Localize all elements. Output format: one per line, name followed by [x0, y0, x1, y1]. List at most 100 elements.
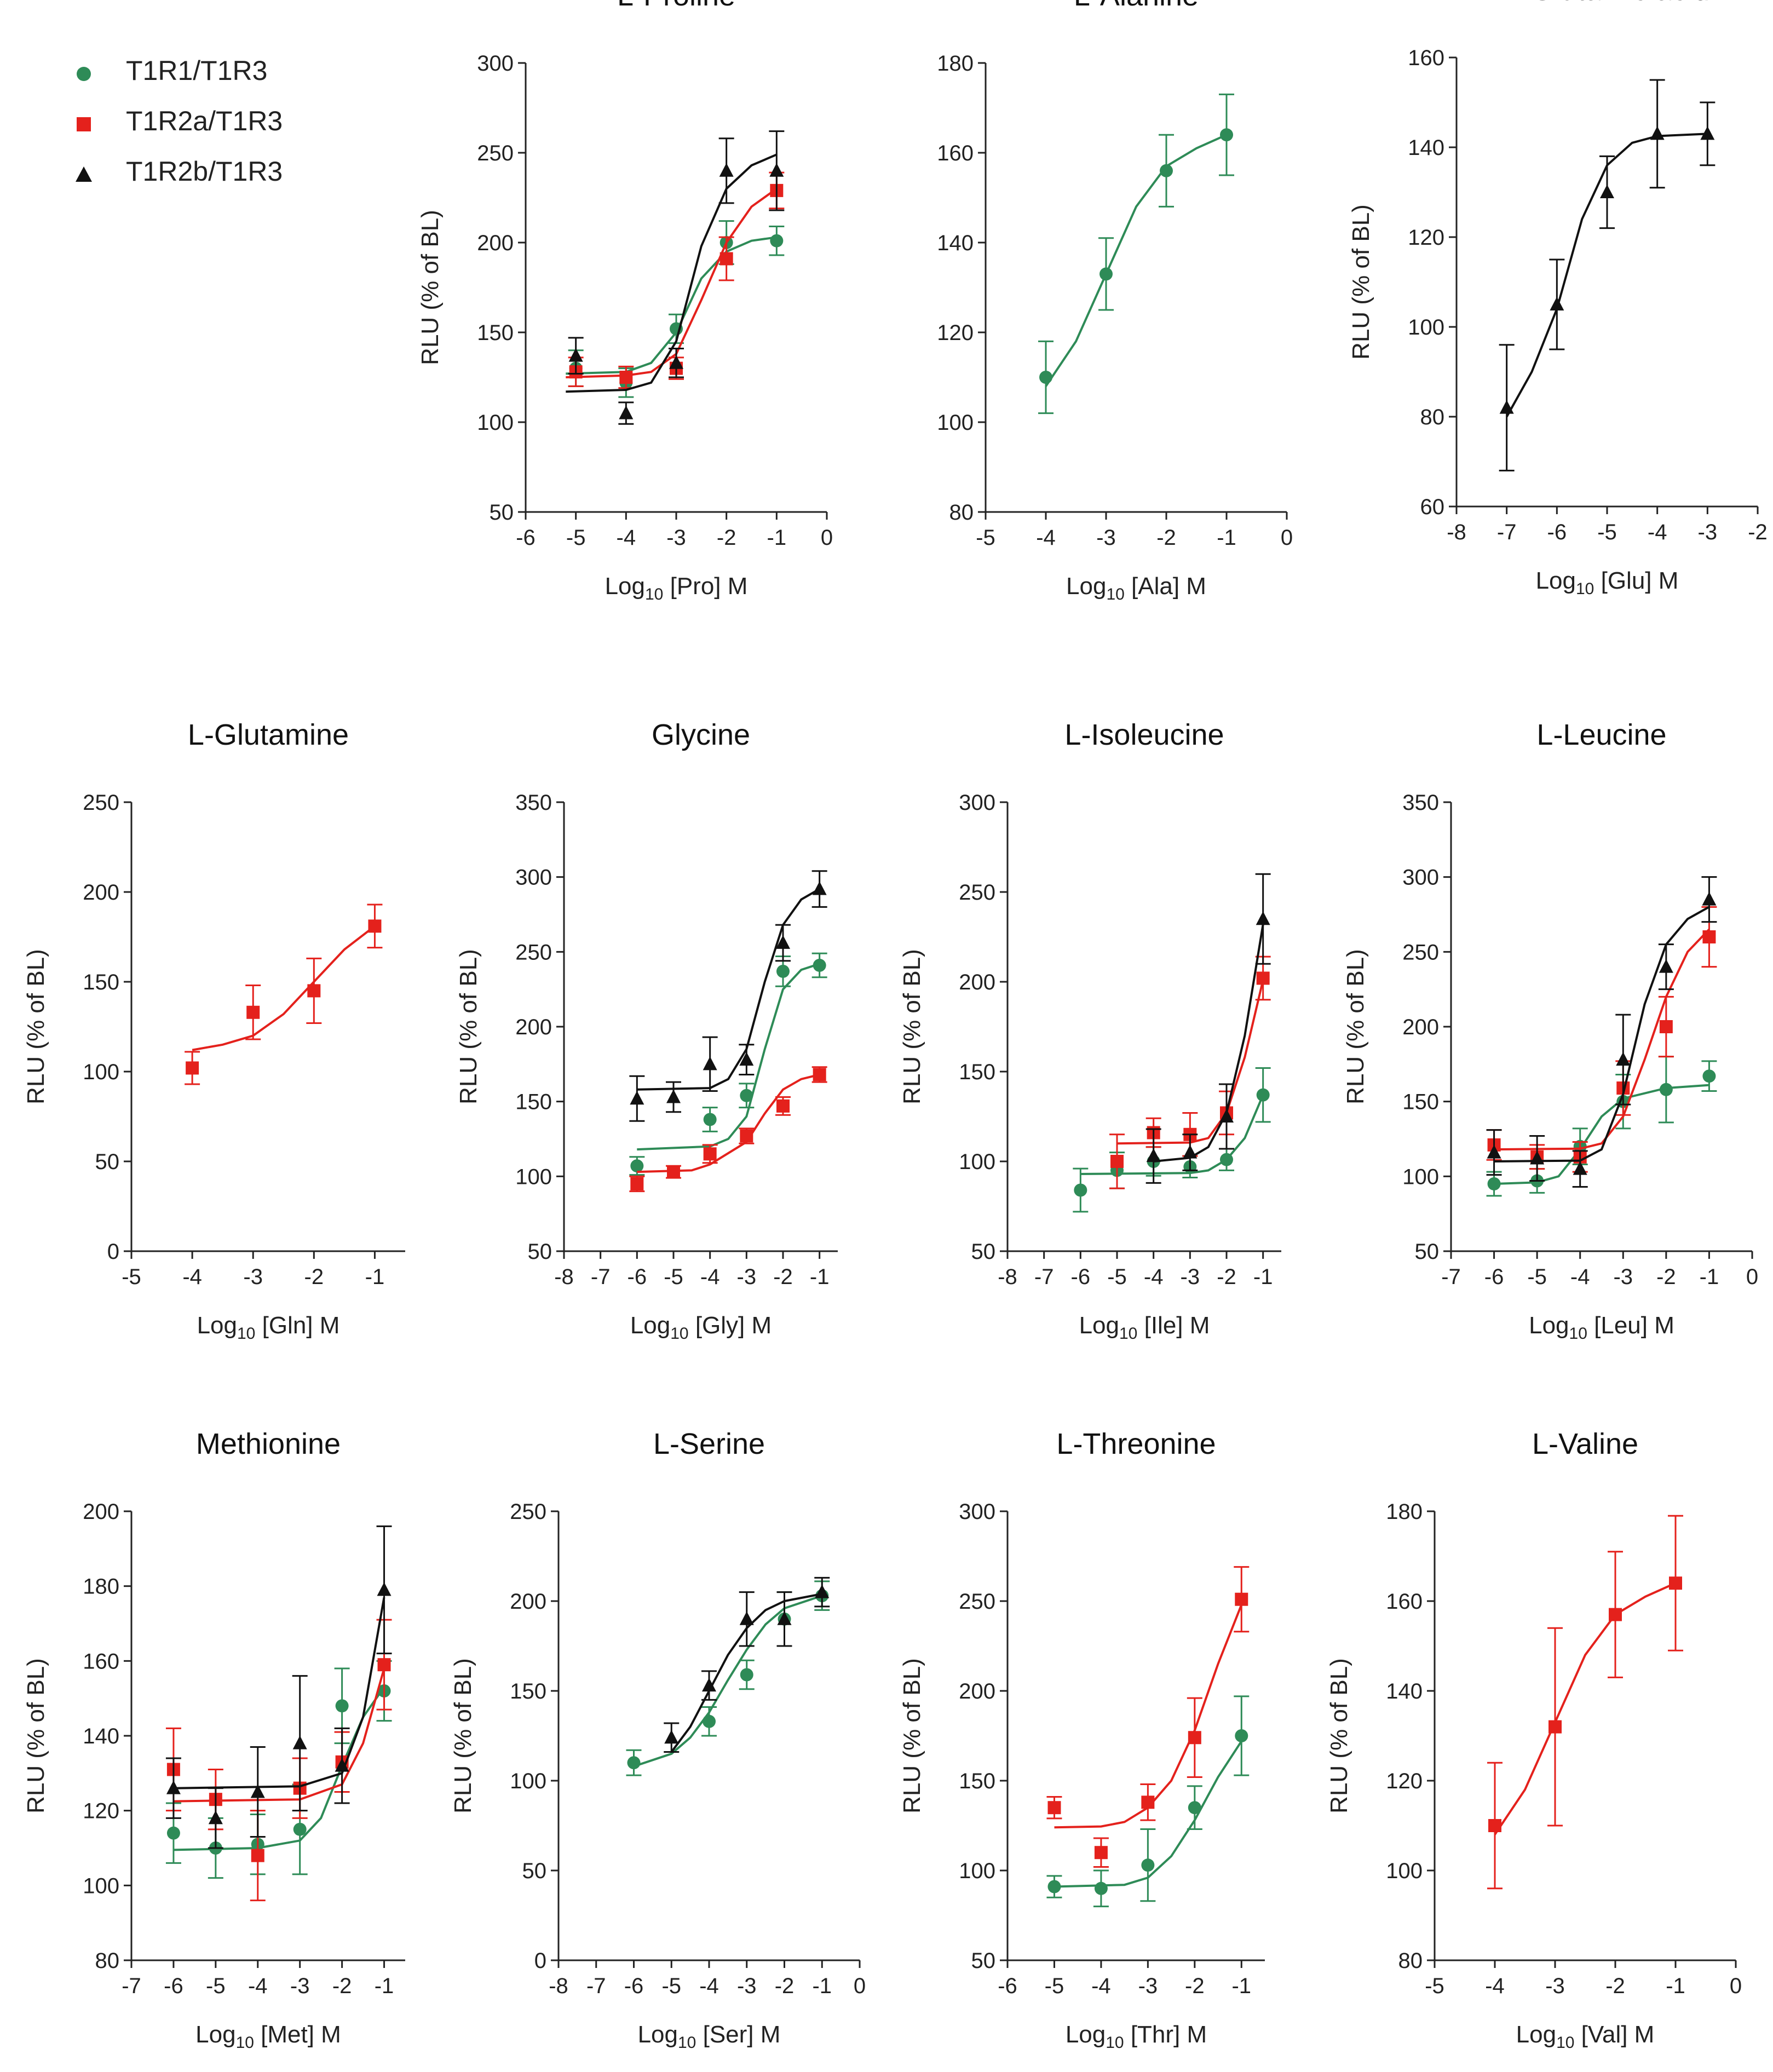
- data-point: [1487, 1177, 1501, 1190]
- y-tick-label: 100: [959, 1150, 995, 1174]
- series-t1r2a: [629, 1066, 827, 1193]
- x-tick-label: -1: [810, 1265, 830, 1289]
- x-tick-label: -6: [164, 1974, 183, 1998]
- y-tick-label: 200: [959, 970, 995, 994]
- data-point: [1100, 267, 1113, 281]
- x-tick-label: -8: [549, 1974, 568, 1998]
- data-point: [1659, 1020, 1673, 1033]
- x-tick-label: -4: [1648, 520, 1667, 544]
- data-point: [719, 252, 733, 266]
- data-point: [1256, 971, 1270, 985]
- data-point: [1700, 126, 1715, 140]
- fit-curve: [1494, 1582, 1676, 1835]
- fit-curve: [1054, 1740, 1242, 1888]
- x-tick-label: -4: [1144, 1265, 1164, 1289]
- y-tick-label: 300: [1402, 866, 1439, 890]
- y-tick-label: 100: [1402, 1165, 1439, 1189]
- y-tick-label: 150: [477, 321, 514, 345]
- x-tick-label: -3: [737, 1265, 757, 1289]
- y-tick-label: 80: [949, 500, 974, 525]
- fit-curve: [192, 925, 376, 1051]
- black-triangle-marker: [76, 166, 92, 182]
- y-tick-label: 50: [95, 1150, 120, 1174]
- fit-curve: [1494, 906, 1710, 1162]
- x-tick-label: -5: [661, 1974, 681, 1998]
- y-tick-label: 200: [1402, 1015, 1439, 1039]
- chart-l-alanine: L-Alanine 80 100 120 140 160 180 -5 -4 -3 -2 -1 0 Log…: [937, 0, 1293, 603]
- series-t1r1: [1046, 1695, 1250, 1908]
- y-tick-label: 50: [490, 500, 514, 525]
- y-tick-label: 60: [1420, 495, 1445, 519]
- chart-title: Glycine: [652, 718, 750, 751]
- data-point: [1047, 1880, 1061, 1893]
- y-tick-label: 200: [83, 880, 119, 905]
- y-tick-label: 160: [1408, 46, 1444, 70]
- data-point: [769, 163, 784, 177]
- y-tick-label: 120: [1408, 226, 1444, 250]
- fit-curve: [173, 1668, 385, 1803]
- data-point: [770, 234, 784, 248]
- x-tick-label: -1: [1700, 1265, 1719, 1289]
- x-tick-label: -4: [1091, 1974, 1111, 1998]
- data-point: [703, 1056, 717, 1070]
- x-tick-label: -5: [664, 1265, 683, 1289]
- data-point: [1702, 891, 1717, 906]
- data-point: [1188, 1801, 1201, 1815]
- data-point: [1669, 1576, 1682, 1590]
- x-tick-label: -3: [290, 1974, 310, 1998]
- y-tick-label: 250: [510, 1500, 546, 1524]
- x-tick-label: -3: [666, 526, 686, 550]
- data-point: [1235, 1729, 1248, 1742]
- x-tick-label: 0: [1281, 526, 1293, 550]
- data-point: [669, 355, 683, 369]
- x-axis-label: Log10 [Thr] M: [1066, 2021, 1207, 2052]
- chart-l-serine: L-Serine 0 50 100 150 200 250 -8 -7 -6 -5 -4 -3 -2 -1 0…: [450, 1428, 866, 2052]
- x-axis-label: Log10 [Val] M: [1516, 2021, 1655, 2052]
- chart-title: L-Alanine: [1074, 0, 1199, 12]
- x-axis-label: Log10 [Ile] M: [1079, 1312, 1210, 1343]
- data-point: [307, 984, 321, 998]
- chart-l-valine: L-Valine 80 100 120 140 160 180 -5 -4 -3 -2 -1 0 Log1…: [1326, 1428, 1742, 2052]
- x-tick-label: -1: [375, 1974, 394, 1998]
- fit-curve: [566, 153, 778, 393]
- fit-curve: [637, 1073, 820, 1173]
- y-tick-label: 180: [1386, 1500, 1423, 1524]
- y-tick-label: 250: [515, 940, 552, 964]
- data-point: [1183, 1144, 1198, 1159]
- y-tick-label: 50: [528, 1240, 552, 1264]
- x-tick-label: -2: [717, 526, 736, 550]
- y-tick-label: 200: [510, 1590, 546, 1614]
- series-t1r2b: [1145, 873, 1271, 1184]
- y-tick-label: 150: [83, 970, 119, 994]
- series-t1r1: [629, 952, 827, 1176]
- data-point: [1220, 1153, 1233, 1166]
- data-point: [1659, 1083, 1673, 1096]
- x-tick-label: -1: [1217, 526, 1236, 550]
- y-tick-label: 140: [83, 1724, 119, 1748]
- x-tick-label: -6: [516, 526, 536, 550]
- y-tick-label: 100: [959, 1859, 995, 1883]
- series-t1r2a: [1486, 906, 1717, 1173]
- data-point: [630, 1091, 644, 1105]
- data-point: [703, 1714, 716, 1728]
- data-point: [1160, 164, 1173, 177]
- data-point: [627, 1756, 641, 1770]
- data-point: [776, 935, 790, 949]
- x-tick-label: 0: [1730, 1974, 1742, 1998]
- data-point: [1702, 930, 1716, 943]
- x-tick-label: -5: [206, 1974, 226, 1998]
- x-tick-label: -3: [1698, 520, 1718, 544]
- data-point: [1530, 1150, 1545, 1165]
- x-tick-label: -5: [1107, 1265, 1127, 1289]
- series-t1r1: [1038, 93, 1234, 415]
- x-tick-label: -7: [586, 1974, 606, 1998]
- y-tick-label: 100: [83, 1060, 119, 1084]
- data-point: [740, 1668, 753, 1682]
- fit-curve: [566, 236, 777, 375]
- y-tick-label: 0: [107, 1240, 119, 1264]
- x-tick-label: -3: [243, 1265, 263, 1289]
- data-point: [1488, 1819, 1501, 1832]
- x-tick-label: -2: [775, 1974, 795, 1998]
- data-point: [250, 1784, 265, 1798]
- data-point: [1146, 1148, 1161, 1162]
